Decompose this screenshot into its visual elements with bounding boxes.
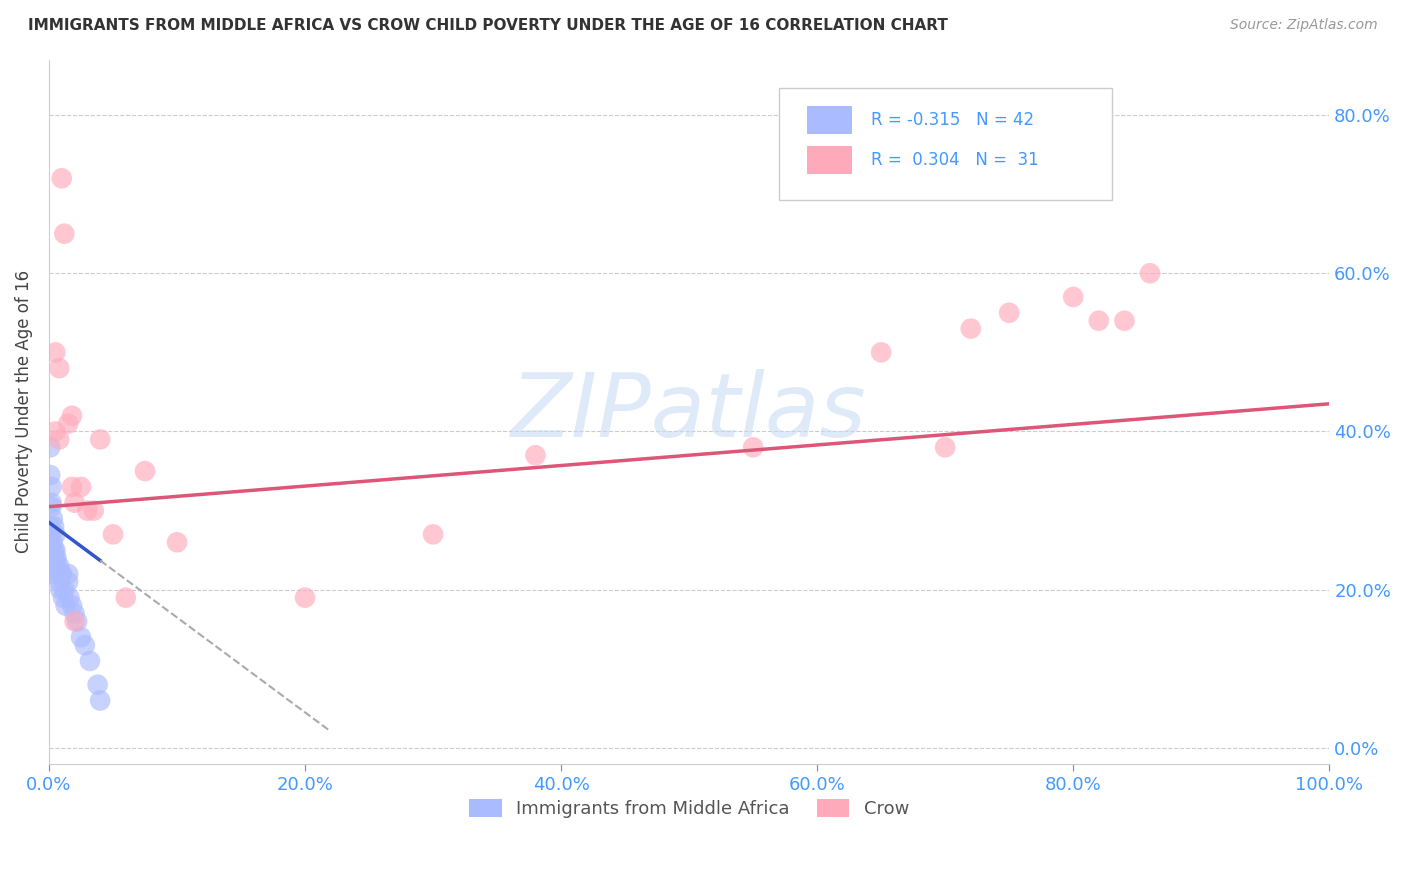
Point — [76, 503, 98, 517]
Point — [870, 345, 893, 359]
Point — [63, 496, 86, 510]
Point — [48, 574, 70, 589]
Point — [66, 615, 89, 629]
Point — [934, 440, 956, 454]
FancyBboxPatch shape — [807, 146, 852, 175]
Point — [42, 543, 65, 558]
Point — [41, 500, 63, 514]
Point — [56, 417, 79, 431]
Point — [1088, 314, 1111, 328]
Point — [742, 440, 765, 454]
Point — [134, 464, 156, 478]
Point — [63, 615, 86, 629]
Point — [79, 654, 101, 668]
Point — [1062, 290, 1084, 304]
Point — [41, 527, 63, 541]
Point — [42, 566, 65, 581]
Point — [73, 638, 96, 652]
Point — [53, 582, 76, 597]
Point — [70, 480, 93, 494]
Point — [48, 433, 70, 447]
Point — [42, 551, 65, 566]
FancyBboxPatch shape — [779, 87, 1112, 201]
Point — [58, 591, 80, 605]
Legend: Immigrants from Middle Africa, Crow: Immigrants from Middle Africa, Crow — [463, 791, 917, 825]
Point — [42, 519, 65, 533]
Point — [41, 543, 63, 558]
Point — [56, 566, 79, 581]
Point — [166, 535, 188, 549]
Point — [46, 566, 69, 581]
Point — [42, 511, 65, 525]
Point — [1139, 266, 1161, 280]
Point — [41, 480, 63, 494]
Point — [89, 693, 111, 707]
Point — [89, 433, 111, 447]
Point — [63, 607, 86, 621]
Point — [83, 503, 105, 517]
FancyBboxPatch shape — [807, 106, 852, 135]
Point — [39, 440, 62, 454]
Point — [70, 630, 93, 644]
Text: IMMIGRANTS FROM MIDDLE AFRICA VS CROW CHILD POVERTY UNDER THE AGE OF 16 CORRELAT: IMMIGRANTS FROM MIDDLE AFRICA VS CROW CH… — [28, 18, 948, 33]
Point — [44, 551, 66, 566]
Point — [39, 551, 62, 566]
Point — [60, 599, 83, 613]
Point — [294, 591, 316, 605]
Point — [42, 535, 65, 549]
Point — [39, 519, 62, 533]
Point — [1114, 314, 1136, 328]
Point — [45, 559, 67, 574]
Point — [49, 582, 72, 597]
Point — [998, 306, 1021, 320]
Point — [56, 574, 79, 589]
Text: R =  0.304   N =  31: R = 0.304 N = 31 — [870, 152, 1039, 169]
Point — [60, 480, 83, 494]
Point — [45, 551, 67, 566]
Point — [42, 559, 65, 574]
Point — [41, 496, 63, 510]
Point — [44, 345, 66, 359]
Y-axis label: Child Poverty Under the Age of 16: Child Poverty Under the Age of 16 — [15, 270, 32, 553]
Point — [44, 527, 66, 541]
Text: R = -0.315   N = 42: R = -0.315 N = 42 — [870, 112, 1033, 129]
Text: Source: ZipAtlas.com: Source: ZipAtlas.com — [1230, 18, 1378, 32]
Point — [524, 448, 547, 462]
Point — [48, 559, 70, 574]
Point — [51, 171, 73, 186]
Point — [48, 361, 70, 376]
Point — [53, 227, 76, 241]
Point — [51, 566, 73, 581]
Point — [60, 409, 83, 423]
Point — [44, 543, 66, 558]
Point — [39, 535, 62, 549]
Point — [86, 678, 108, 692]
Point — [959, 321, 981, 335]
Point — [52, 591, 75, 605]
Text: ZIPatlas: ZIPatlas — [512, 368, 868, 455]
Point — [114, 591, 136, 605]
Point — [51, 566, 73, 581]
Point — [39, 468, 62, 483]
Point — [422, 527, 444, 541]
Point — [101, 527, 124, 541]
Point — [55, 599, 77, 613]
Point — [44, 425, 66, 439]
